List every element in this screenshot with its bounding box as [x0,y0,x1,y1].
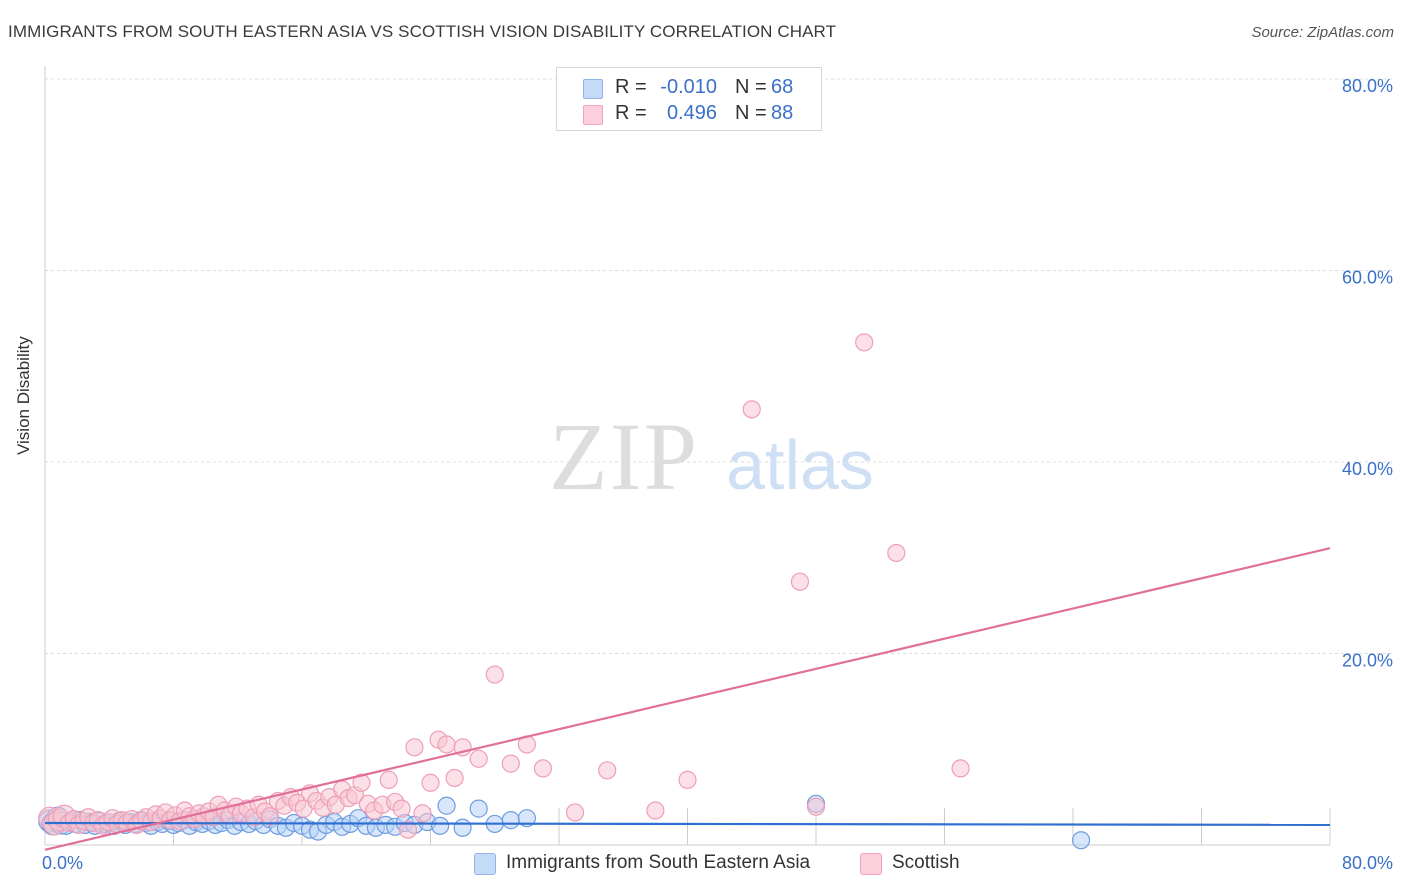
r-label: R = [615,76,647,98]
immigrants-point [517,809,536,828]
tick-labels: 20.0% 40.0% 60.0% 80.0% 0.0% 80.0% [42,76,1393,873]
scottish-point [437,735,456,754]
scottish-point [485,665,504,684]
watermark-atlas: atlas [726,426,874,504]
legend-swatch-blue [474,853,496,875]
y-tick-label: 20.0% [1342,651,1393,671]
y-tick-label: 60.0% [1342,268,1393,288]
scottish-point [951,759,970,778]
series-pink-points [38,333,970,839]
scottish-point [398,820,418,839]
scottish-point [379,770,398,789]
legend-swatch-pink [583,105,603,125]
n-label: N = [735,76,767,98]
grid-lines [45,78,1392,654]
immigrants-point [501,811,520,830]
scottish-point [501,754,520,773]
scottish-point [855,333,874,352]
n-value: 88 [771,102,794,124]
scottish-point [565,803,585,822]
scottish-point [352,773,371,792]
immigrants-point [469,799,488,818]
trend-line-scottish [44,547,1331,851]
immigrants-point [437,796,456,815]
scottish-point [790,572,810,591]
n-value: 68 [771,76,794,98]
x-tick-label: 0.0% [42,853,83,873]
legend-label: Immigrants from South Eastern Asia [506,852,811,873]
scottish-point [533,759,553,778]
immigrants-point [431,816,450,835]
r-value: 0.496 [666,102,717,124]
legend-label: Scottish [892,852,960,873]
immigrants-point [1071,831,1091,850]
immigrants-point [453,818,472,837]
scottish-point [413,804,432,823]
scottish-point [445,768,464,788]
y-tick-label: 80.0% [1342,76,1393,96]
watermark: ZIP atlas [549,403,874,510]
scottish-point [646,801,665,820]
legend-row-pink: R = 0.496 N = 88 [557,101,821,127]
r-label: R = [615,102,647,124]
r-value: -0.010 [660,76,717,98]
scottish-point [598,761,617,780]
scottish-point [392,799,411,818]
scottish-point [405,738,424,757]
legend-swatch-blue [583,79,603,99]
watermark-zip: ZIP [549,403,699,510]
source-label: Source: ZipAtlas.com [1251,24,1394,41]
chart-title: IMMIGRANTS FROM SOUTH EASTERN ASIA VS SC… [8,22,837,41]
x-tick-label: 80.0% [1342,853,1393,873]
y-axis-label: Vision Disability [14,336,33,455]
y-tick-label: 40.0% [1342,459,1393,479]
scottish-point [260,807,279,826]
scottish-point [806,797,826,816]
n-label: N = [735,102,767,124]
scottish-point [469,749,488,768]
trend-line-immigrants [44,821,1331,826]
correlation-legend: R = -0.010 N = 68 R = 0.496 N = 88 [556,67,822,131]
scottish-point [678,770,697,789]
scottish-point [421,773,440,792]
scottish-point [742,400,761,419]
legend-swatch-pink [860,853,882,875]
scottish-point [887,543,906,563]
trend-lines [44,547,1331,851]
legend-row-blue: R = -0.010 N = 68 [557,75,821,101]
